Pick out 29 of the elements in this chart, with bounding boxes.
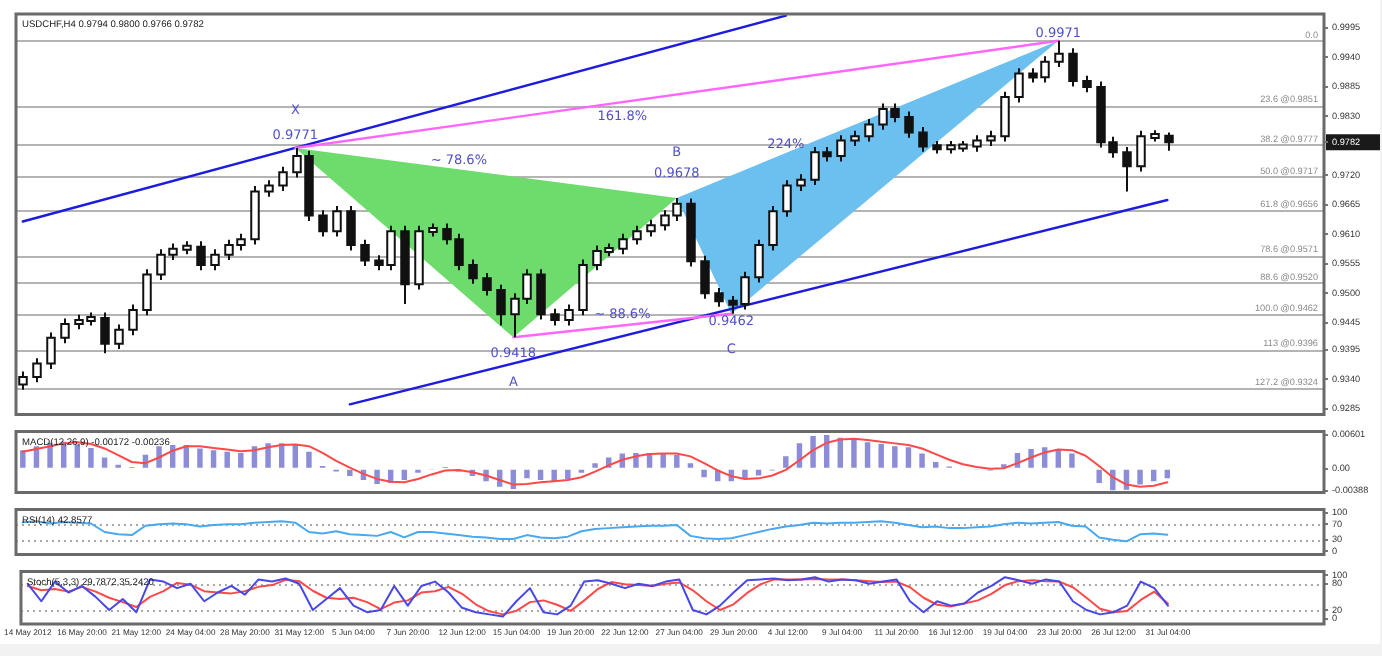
bar (1069, 453, 1075, 468)
bar (20, 450, 26, 468)
bar (347, 469, 353, 477)
bar (238, 452, 244, 468)
bar (306, 451, 312, 468)
bar (156, 446, 162, 468)
bar (197, 448, 203, 468)
bar (524, 469, 530, 479)
bar (851, 439, 857, 468)
bar (265, 443, 271, 468)
bar (551, 469, 557, 482)
bar (701, 469, 707, 478)
bar (892, 446, 898, 468)
bar (755, 469, 762, 476)
bar (210, 450, 217, 468)
bar (905, 447, 912, 468)
bar (101, 457, 108, 468)
bar (932, 462, 939, 468)
bar (919, 453, 925, 468)
bar (1096, 469, 1102, 483)
bar (864, 442, 871, 468)
bar (878, 443, 884, 468)
bar (565, 469, 571, 479)
bar (783, 456, 789, 468)
bar (224, 451, 230, 468)
bar (1137, 469, 1143, 485)
bar (88, 447, 94, 468)
bar (810, 436, 816, 468)
bar (674, 454, 680, 468)
